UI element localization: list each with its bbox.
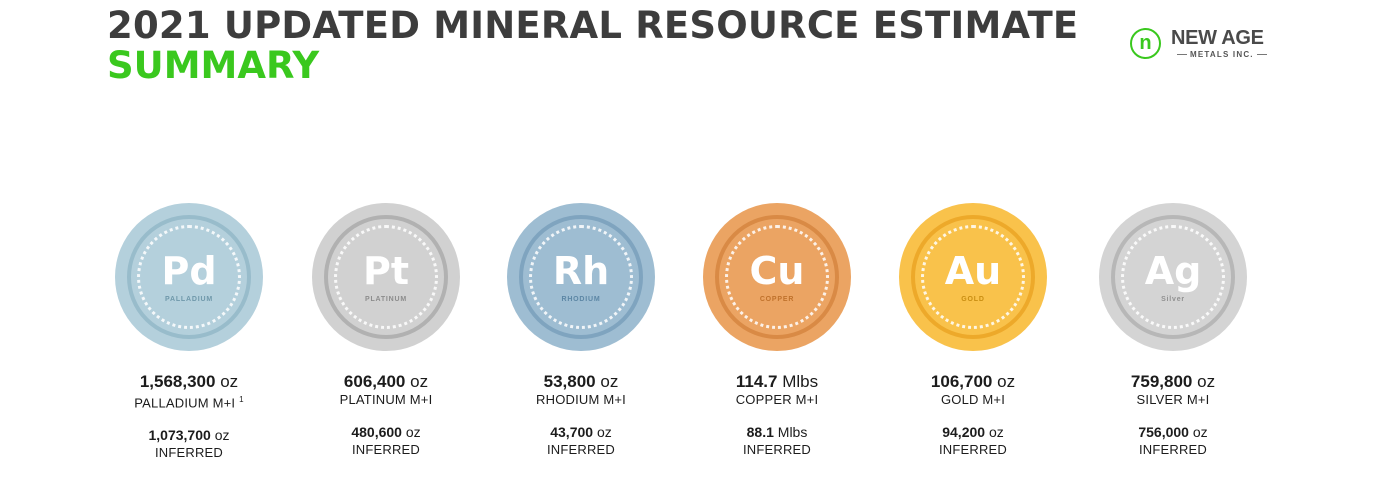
metal-card-gold: Au GOLD 106,700 oz GOLD M+I 94,200 oz IN… xyxy=(863,203,1083,458)
mi-value: 53,800 xyxy=(543,372,596,391)
footnote-marker: 1 xyxy=(239,395,244,404)
measured-indicated-amount: 759,800 oz xyxy=(1063,372,1283,392)
copper-coin-icon: Cu COPPER xyxy=(703,203,851,351)
page-title: 2021 UPDATED MINERAL RESOURCE ESTIMATE S… xyxy=(107,6,1078,86)
logo-name: NEW AGE xyxy=(1171,27,1264,49)
logo-subtitle: METALS INC. xyxy=(1174,50,1270,60)
inferred-amount: 43,700 oz xyxy=(471,424,691,441)
inferred-amount: 94,200 oz xyxy=(863,424,1083,441)
inferred-unit: oz xyxy=(214,427,230,444)
mi-label-row: PLATINUM M+I xyxy=(276,392,496,408)
inferred-label: INFERRED xyxy=(546,442,616,457)
platinum-coin-icon: Pt PLATINUM xyxy=(312,203,460,351)
mi-label: PLATINUM M+I xyxy=(339,392,433,407)
element-symbol: Pd xyxy=(161,249,217,293)
mi-unit: oz xyxy=(220,372,239,391)
mi-value: 759,800 xyxy=(1130,372,1193,391)
element-name: COPPER xyxy=(759,296,795,303)
coin-dotted-ring xyxy=(137,225,241,329)
mi-value: 106,700 xyxy=(930,372,993,391)
metal-card-rhodium: Rh RHODIUM 53,800 oz RHODIUM M+I 43,700 … xyxy=(471,203,691,458)
inferred-value: 94,200 xyxy=(942,424,986,440)
measured-indicated-amount: 606,400 oz xyxy=(276,372,496,392)
mi-label-row: SILVER M+I xyxy=(1063,392,1283,408)
inferred-value: 480,600 xyxy=(351,424,402,440)
element-name: GOLD xyxy=(961,296,985,303)
logo-mark-icon: n xyxy=(1130,28,1161,59)
mi-unit: oz xyxy=(997,372,1016,391)
inferred-value: 756,000 xyxy=(1138,424,1189,440)
inferred-unit: oz xyxy=(405,424,421,440)
inferred-unit: oz xyxy=(1192,424,1208,440)
element-name: PALLADIUM xyxy=(165,296,213,303)
coin-dotted-ring xyxy=(921,225,1025,329)
mi-label-row: COPPER M+I xyxy=(667,392,887,408)
rhodium-coin-icon: Rh RHODIUM xyxy=(507,203,655,351)
inferred-value: 43,700 xyxy=(550,424,594,440)
mi-label: RHODIUM M+I xyxy=(536,392,626,407)
inferred-unit: Mlbs xyxy=(777,424,808,440)
element-symbol: Pt xyxy=(362,249,409,293)
inferred-label: INFERRED xyxy=(154,445,224,461)
inferred-value: 1,073,700 xyxy=(148,427,211,444)
inferred-amount: 480,600 oz xyxy=(276,424,496,441)
coin-ring xyxy=(911,215,1035,339)
inferred-unit: oz xyxy=(596,424,612,440)
mi-label-row: GOLD M+I xyxy=(863,392,1083,408)
mi-value: 1,568,300 xyxy=(139,372,216,391)
mi-unit: oz xyxy=(1197,372,1216,391)
element-symbol: Au xyxy=(944,249,1002,293)
mi-value: 606,400 xyxy=(343,372,406,391)
mi-unit: oz xyxy=(410,372,429,391)
inferred-label: INFERRED xyxy=(742,442,812,457)
inferred-label: INFERRED xyxy=(351,442,421,457)
mi-label: GOLD M+I xyxy=(940,392,1006,407)
metal-card-palladium: Pd PALLADIUM 1,568,300 oz PALLADIUM M+I … xyxy=(79,203,299,461)
inferred-amount: 1,073,700 oz xyxy=(79,427,299,444)
title-line-1: 2021 UPDATED MINERAL RESOURCE ESTIMATE xyxy=(107,4,1079,47)
inferred-label: INFERRED xyxy=(938,442,1008,457)
coin-dotted-ring xyxy=(725,225,829,329)
coin-ring xyxy=(324,215,448,339)
coin-ring xyxy=(127,215,251,339)
coin-dotted-ring xyxy=(1121,225,1225,329)
metal-card-platinum: Pt PLATINUM 606,400 oz PLATINUM M+I 480,… xyxy=(276,203,496,458)
element-symbol: Ag xyxy=(1144,249,1202,293)
coin-ring xyxy=(519,215,643,339)
coin-ring xyxy=(715,215,839,339)
element-symbol: Cu xyxy=(749,249,805,293)
element-name: Silver xyxy=(1161,296,1185,303)
measured-indicated-amount: 1,568,300 oz xyxy=(79,372,299,392)
palladium-coin-icon: Pd PALLADIUM xyxy=(115,203,263,351)
metal-card-copper: Cu COPPER 114.7 Mlbs COPPER M+I 88.1 Mlb… xyxy=(667,203,887,458)
measured-indicated-amount: 53,800 oz xyxy=(471,372,691,392)
gold-coin-icon: Au GOLD xyxy=(899,203,1047,351)
mi-label: COPPER M+I xyxy=(735,392,819,407)
inferred-value: 88.1 xyxy=(746,424,774,440)
mi-label-row: RHODIUM M+I xyxy=(471,392,691,408)
inferred-amount: 756,000 oz xyxy=(1063,424,1283,441)
mi-unit: Mlbs xyxy=(782,372,819,391)
coin-dotted-ring xyxy=(334,225,438,329)
inferred-unit: oz xyxy=(988,424,1004,440)
measured-indicated-amount: 106,700 oz xyxy=(863,372,1083,392)
mi-value: 114.7 xyxy=(735,372,778,391)
company-logo: n NEW AGE METALS INC. xyxy=(1128,25,1288,65)
element-name: RHODIUM xyxy=(561,296,601,303)
title-line-2: SUMMARY xyxy=(107,44,320,87)
logo-mark-letter: n xyxy=(1139,32,1152,54)
inferred-label: INFERRED xyxy=(1138,442,1208,457)
metal-card-silver: Ag Silver 759,800 oz SILVER M+I 756,000 … xyxy=(1063,203,1283,458)
mi-unit: oz xyxy=(600,372,619,391)
mi-label: PALLADIUM M+I xyxy=(134,395,236,411)
element-name: PLATINUM xyxy=(364,296,408,303)
silver-coin-icon: Ag Silver xyxy=(1099,203,1247,351)
coin-ring xyxy=(1111,215,1235,339)
coin-dotted-ring xyxy=(529,225,633,329)
mi-label: SILVER M+I xyxy=(1136,392,1210,407)
measured-indicated-amount: 114.7 Mlbs xyxy=(667,372,887,392)
mi-label-row: PALLADIUM M+I 1 xyxy=(79,392,299,411)
inferred-amount: 88.1 Mlbs xyxy=(667,424,887,441)
element-symbol: Rh xyxy=(552,249,610,293)
